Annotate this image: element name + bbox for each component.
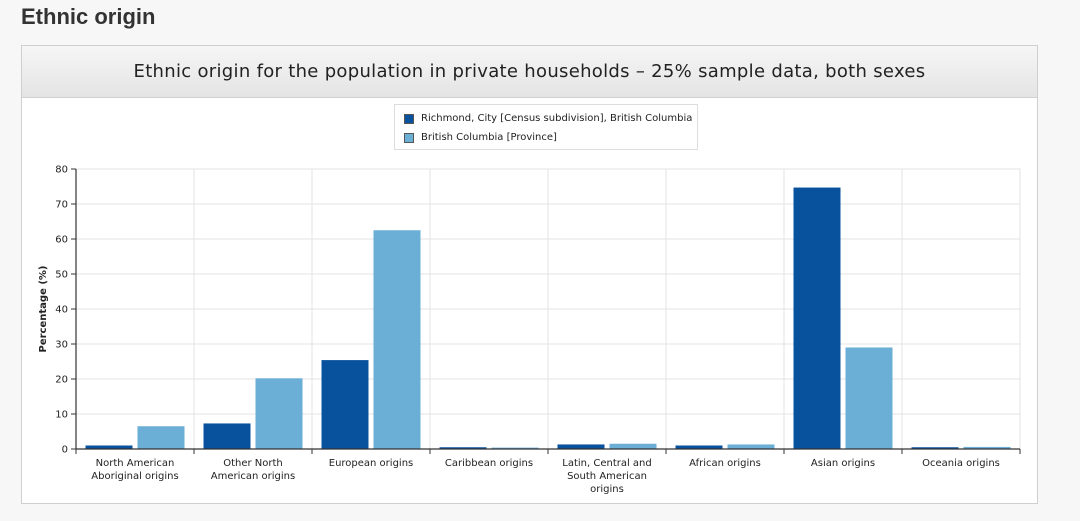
x-tick-label: European origins bbox=[329, 458, 414, 469]
bar bbox=[137, 426, 185, 449]
x-tick-label: Oceania origins bbox=[922, 458, 1000, 469]
x-tick-label: African origins bbox=[689, 458, 761, 469]
chart-title: Ethnic origin for the population in priv… bbox=[133, 61, 926, 82]
x-tick-label: Other North American origins bbox=[211, 458, 295, 482]
x-tick-label: Caribbean origins bbox=[445, 458, 533, 469]
y-tick-label: 0 bbox=[62, 445, 68, 456]
bar bbox=[439, 447, 487, 449]
legend-label-richmond: Richmond, City [Census subdivision], Bri… bbox=[421, 113, 693, 124]
x-tick-label: Asian origins bbox=[811, 458, 875, 469]
y-tick-label: 60 bbox=[55, 235, 68, 246]
y-tick-label: 80 bbox=[55, 165, 68, 176]
bar bbox=[321, 360, 369, 449]
y-tick-label: 70 bbox=[55, 200, 68, 211]
bar bbox=[793, 187, 841, 450]
legend-item-british-columbia[interactable]: British Columbia [Province] bbox=[404, 132, 557, 143]
bar bbox=[609, 443, 657, 449]
section-title: Ethnic origin bbox=[21, 4, 156, 29]
legend-swatch-british-columbia bbox=[404, 132, 414, 143]
y-tick-label: 50 bbox=[55, 270, 68, 281]
bar bbox=[85, 445, 133, 449]
y-tick-label: 40 bbox=[55, 305, 68, 316]
y-axis-label: Percentage (%) bbox=[38, 266, 49, 353]
bar bbox=[203, 423, 251, 449]
bar bbox=[255, 378, 303, 449]
bar bbox=[727, 444, 775, 449]
chart-header: Ethnic origin for the population in priv… bbox=[22, 46, 1037, 98]
bar bbox=[373, 230, 421, 449]
x-tick-label: Latin, Central and South American origins bbox=[562, 458, 652, 495]
legend-swatch-richmond bbox=[404, 113, 414, 124]
bar bbox=[557, 444, 605, 449]
bar bbox=[675, 445, 723, 449]
legend-item-richmond[interactable]: Richmond, City [Census subdivision], Bri… bbox=[404, 113, 692, 124]
y-tick-label: 30 bbox=[55, 340, 68, 351]
y-tick-label: 10 bbox=[55, 410, 68, 421]
x-tick-label: North American Aboriginal origins bbox=[91, 458, 178, 482]
legend-label-british-columbia: British Columbia [Province] bbox=[421, 132, 557, 143]
bar bbox=[845, 347, 893, 449]
chart-legend: Richmond, City [Census subdivision], Bri… bbox=[394, 104, 698, 150]
y-tick-label: 20 bbox=[55, 375, 68, 386]
bar bbox=[911, 447, 959, 449]
bar bbox=[963, 446, 1011, 449]
bar bbox=[491, 447, 539, 449]
